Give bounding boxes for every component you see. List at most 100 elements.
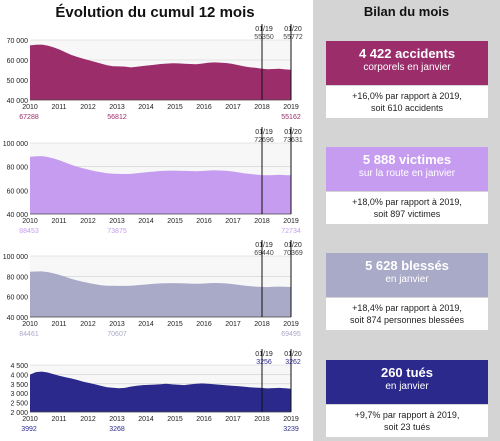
accidents-subtitle: corporels en janvier (363, 62, 451, 73)
injured-value-label: 84461 (19, 331, 39, 338)
injured-change: +18,4% par rapport à 2019, (352, 303, 462, 313)
accidents-x-tick-label: 2013 (109, 104, 125, 111)
victims-card-body: +18,0% par rapport à 2019, soit 897 vict… (326, 192, 488, 224)
victims-value: 5 888 victimes (362, 152, 452, 167)
injured-y-tick-label: 80 000 (7, 274, 29, 281)
killed-card-body: +9,7% par rapport à 2019, soit 23 tués (326, 405, 488, 437)
accidents-y-tick-label: 60 000 (7, 58, 29, 65)
killed-y-tick-label: 4 000 (10, 372, 28, 379)
summary-title: Bilan du mois (363, 4, 450, 19)
killed-value-label: 3992 (21, 426, 37, 433)
victims-x-tick-label: 2018 (254, 218, 270, 225)
killed-x-tick-label: 2013 (109, 416, 125, 423)
killed-x-tick-label: 2019 (283, 416, 299, 423)
victims-delta: soit 897 victimes (373, 209, 441, 219)
injured-x-tick-label: 2011 (51, 321, 66, 328)
accidents-y-tick-label: 70 000 (7, 38, 29, 45)
killed-marker-date: 01/19 (255, 351, 273, 358)
victims-value-label: 73875 (107, 228, 127, 235)
killed-area-series (30, 371, 291, 412)
injured-y-tick-label: 60 000 (7, 295, 29, 302)
killed-marker-date: 01/20 (284, 351, 302, 358)
injured-value-label: 70607 (107, 331, 127, 338)
victims-x-tick-label: 2010 (22, 218, 38, 225)
killed-x-tick-label: 2012 (80, 416, 96, 423)
injured-marker-value: 69440 (254, 250, 274, 257)
injured-x-tick-label: 2010 (22, 321, 38, 328)
injured-marker-date: 01/20 (284, 242, 302, 249)
injured-y-tick-label: 40 000 (7, 315, 29, 322)
injured-y-tick-label: 100 000 (3, 254, 28, 261)
victims-marker-date: 01/19 (255, 129, 273, 136)
accidents-card-header: 4 422 accidents corporels en janvier (326, 41, 488, 85)
killed-marker-value: 3262 (285, 359, 301, 366)
injured-x-tick-label: 2014 (138, 321, 154, 328)
accidents-x-tick-label: 2016 (196, 104, 212, 111)
victims-x-tick-label: 2011 (51, 218, 66, 225)
killed-y-tick-label: 2 500 (10, 401, 28, 408)
injured-subtitle: en janvier (385, 274, 429, 285)
victims-card-header: 5 888 victimes sur la route en janvier (326, 147, 488, 191)
victims-area-series (30, 156, 291, 214)
accidents-value: 4 422 accidents (358, 46, 456, 61)
injured-card-body: +18,4% par rapport à 2019, soit 874 pers… (326, 298, 488, 330)
killed-x-tick-label: 2014 (138, 416, 154, 423)
victims-marker-date: 01/20 (284, 129, 302, 136)
killed-delta: soit 23 tués (383, 422, 431, 432)
injured-x-tick-label: 2019 (283, 321, 299, 328)
victims-x-tick-label: 2013 (109, 218, 125, 225)
victims-value-label: 72734 (281, 228, 301, 235)
killed-marker-value: 3256 (256, 359, 272, 366)
accidents-x-tick-label: 2015 (167, 104, 183, 111)
accidents-x-tick-label: 2012 (80, 104, 96, 111)
accidents-marker-value: 55772 (283, 34, 303, 41)
injured-x-tick-label: 2018 (254, 321, 270, 328)
accidents-y-tick-label: 50 000 (7, 78, 29, 85)
injured-marker-date: 01/19 (255, 242, 273, 249)
accidents-marker-date: 01/20 (284, 26, 302, 33)
victims-y-tick-label: 40 000 (7, 212, 29, 219)
victims-x-tick-label: 2015 (167, 218, 183, 225)
victims-y-tick-label: 100 000 (3, 141, 28, 148)
killed-y-tick-label: 4 500 (10, 363, 28, 370)
killed-x-tick-label: 2011 (51, 416, 66, 423)
accidents-card-body: +16,0% par rapport à 2019, soit 610 acci… (326, 86, 488, 118)
victims-marker-value: 72696 (254, 137, 274, 144)
injured-x-tick-label: 2017 (225, 321, 241, 328)
accidents-marker-date: 01/19 (255, 26, 273, 33)
victims-value-label: 88453 (19, 228, 39, 235)
injured-x-tick-label: 2012 (80, 321, 96, 328)
accidents-x-tick-label: 2010 (22, 104, 38, 111)
accidents-delta: soit 610 accidents (370, 103, 444, 113)
killed-y-tick-label: 3 000 (10, 391, 28, 398)
killed-x-tick-label: 2016 (196, 416, 212, 423)
accidents-area-series (30, 44, 291, 100)
killed-value-label: 3268 (109, 426, 125, 433)
injured-value: 5 628 blessés (365, 258, 449, 273)
victims-x-tick-label: 2014 (138, 218, 154, 225)
accidents-x-tick-label: 2014 (138, 104, 154, 111)
injured-value-label: 69495 (281, 331, 301, 338)
killed-card-header: 260 tués en janvier (326, 360, 488, 404)
injured-marker-value: 70369 (283, 250, 303, 257)
killed-change: +9,7% par rapport à 2019, (354, 410, 460, 420)
killed-x-tick-label: 2017 (225, 416, 241, 423)
accidents-change: +16,0% par rapport à 2019, (352, 91, 462, 101)
accidents-y-tick-label: 40 000 (7, 98, 29, 105)
injured-x-tick-label: 2016 (196, 321, 212, 328)
killed-subtitle: en janvier (385, 381, 429, 392)
killed-y-tick-label: 3 500 (10, 382, 28, 389)
accidents-x-tick-label: 2018 (254, 104, 270, 111)
accidents-value-label: 55162 (281, 114, 301, 121)
victims-x-tick-label: 2017 (225, 218, 241, 225)
victims-y-tick-label: 80 000 (7, 165, 29, 172)
killed-value: 260 tués (380, 365, 434, 380)
killed-x-tick-label: 2015 (167, 416, 183, 423)
killed-x-tick-label: 2010 (22, 416, 38, 423)
victims-marker-value: 73631 (283, 137, 303, 144)
injured-card-header: 5 628 blessés en janvier (326, 253, 488, 297)
victims-x-tick-label: 2012 (80, 218, 96, 225)
accidents-value-label: 67288 (19, 114, 39, 121)
killed-y-tick-label: 2 000 (10, 410, 28, 417)
